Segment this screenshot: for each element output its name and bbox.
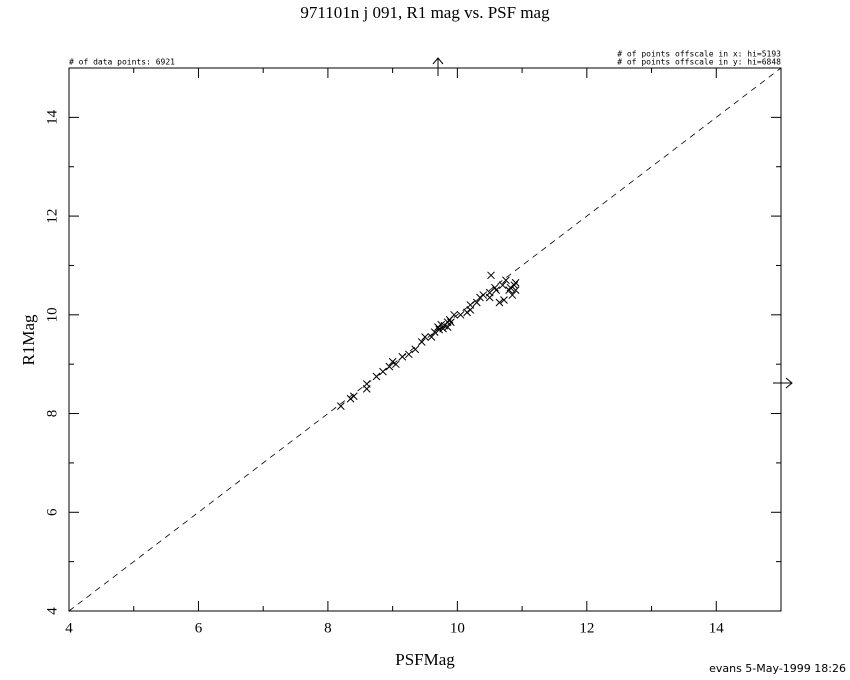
point [346, 394, 355, 403]
point [430, 328, 439, 336]
plot-frame [68, 67, 782, 612]
footer: evans 5-May-1999 18:26 [709, 662, 846, 675]
offscale-arrow-x [432, 57, 444, 76]
offscale-arrow-y [773, 377, 793, 389]
y-tick-label: 14 [44, 109, 60, 125]
point [388, 357, 397, 366]
point [472, 298, 481, 307]
point [421, 333, 429, 341]
point [511, 278, 520, 287]
point [500, 296, 508, 304]
point [392, 360, 400, 369]
point [487, 271, 495, 280]
point [337, 402, 345, 410]
point [466, 301, 475, 309]
y-axis-label: R1Mag [19, 314, 38, 366]
point [492, 286, 501, 294]
point [427, 333, 436, 341]
point [434, 323, 442, 332]
point [498, 281, 507, 290]
point [443, 323, 452, 332]
point [379, 367, 387, 376]
point [479, 291, 488, 299]
point [510, 281, 519, 290]
x-tick-label: 6 [195, 620, 203, 636]
point [511, 286, 520, 294]
point [404, 350, 413, 359]
point [450, 310, 458, 319]
annotation: # of points offscale in y: hi=6848 [617, 58, 781, 67]
point [502, 276, 510, 285]
x-tick-label: 10 [450, 620, 465, 636]
y-tick-label: 6 [44, 508, 60, 516]
y-tick-label: 8 [44, 410, 60, 418]
x-tick-label: 14 [709, 620, 725, 636]
y-tick-label: 4 [44, 607, 60, 615]
point [417, 338, 426, 346]
point [508, 291, 517, 299]
point [491, 283, 499, 292]
x-tick-label: 8 [324, 620, 332, 636]
point [463, 308, 471, 317]
annotation: # of points offscale in x: hi=5193 [617, 50, 781, 59]
chart-title: 971101n j 091, R1 mag vs. PSF mag [300, 3, 550, 22]
point [447, 318, 455, 327]
x-axis-label: PSFMag [395, 650, 455, 669]
point [349, 392, 358, 401]
y-tick-label: 10 [44, 307, 60, 322]
y-tick-label: 12 [44, 209, 60, 224]
point [495, 298, 504, 307]
point [456, 310, 465, 319]
point [476, 293, 484, 302]
annotation: # of data points: 6921 [69, 58, 175, 67]
point [362, 380, 371, 388]
x-tick-label: 12 [579, 620, 594, 636]
x-tick-label: 4 [65, 620, 73, 636]
point [411, 345, 420, 354]
point [385, 362, 394, 371]
point [372, 372, 381, 381]
point [398, 352, 407, 361]
reference-line [68, 67, 782, 612]
